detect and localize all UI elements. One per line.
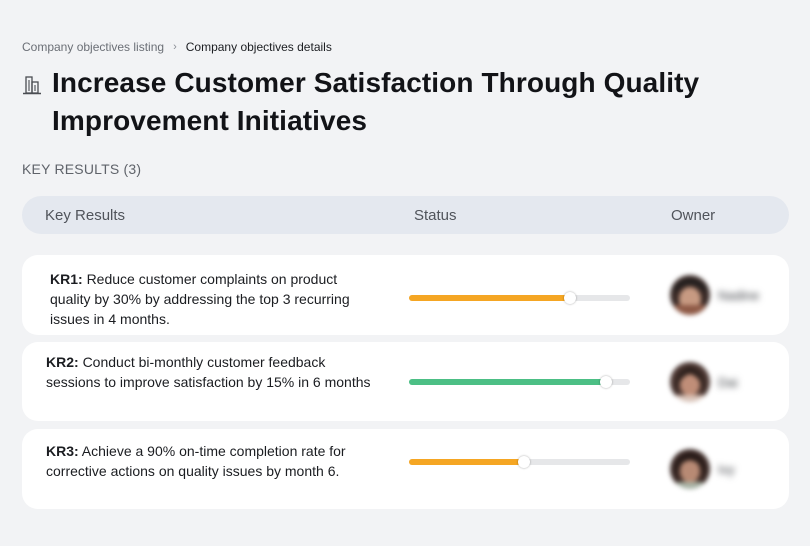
breadcrumb-link-listing[interactable]: Company objectives listing (22, 40, 165, 54)
breadcrumb: Company objectives listing › Company obj… (22, 40, 332, 54)
page-title: Increase Customer Satisfaction Through Q… (52, 67, 700, 136)
progress-bar[interactable] (409, 376, 630, 388)
avatar (670, 449, 710, 489)
title-row: Increase Customer Satisfaction Through Q… (22, 64, 722, 140)
building-icon (23, 76, 41, 95)
column-header-status: Status (414, 207, 457, 224)
breadcrumb-current: Company objectives details (185, 40, 332, 54)
key-result-text: Conduct bi-monthly customer feedback ses… (46, 354, 371, 390)
column-header-key-results: Key Results (45, 207, 126, 224)
progress-handle[interactable] (564, 292, 577, 304)
owner-name: Dai (718, 374, 738, 390)
column-header-owner: Owner (671, 207, 716, 224)
key-result-row[interactable]: KR3: Achieve a 90% on-time completion ra… (22, 429, 789, 509)
owner-cell[interactable]: Ivy (670, 449, 735, 489)
key-result-text: Reduce customer complaints on product qu… (50, 271, 350, 327)
key-results-count-label: KEY RESULTS (3) (22, 161, 142, 177)
key-result-code: KR3: (46, 443, 79, 459)
avatar (670, 362, 710, 402)
owner-name: Nadine (718, 287, 760, 303)
owner-name: Ivy (718, 461, 735, 477)
table-header: Key Results Status Owner (22, 196, 789, 234)
progress-bar[interactable] (409, 456, 630, 468)
key-result-text: Achieve a 90% on-time completion rate fo… (46, 443, 346, 479)
owner-cell[interactable]: Dai (670, 362, 738, 402)
progress-handle[interactable] (599, 376, 612, 388)
progress-fill (409, 379, 606, 385)
key-result-description: KR3: Achieve a 90% on-time completion ra… (46, 441, 372, 481)
progress-fill (409, 295, 571, 301)
progress-handle[interactable] (517, 456, 530, 468)
key-result-row[interactable]: KR2: Conduct bi-monthly customer feedbac… (22, 342, 789, 421)
owner-cell[interactable]: Nadine (670, 275, 759, 315)
chevron-right-icon: › (173, 41, 177, 53)
key-result-row[interactable]: KR1: Reduce customer complaints on produ… (22, 255, 789, 335)
key-result-description: KR2: Conduct bi-monthly customer feedbac… (46, 352, 372, 392)
key-result-code: KR1: (50, 271, 83, 287)
key-result-code: KR2: (46, 354, 79, 370)
key-result-description: KR1: Reduce customer complaints on produ… (50, 269, 370, 329)
progress-bar[interactable] (409, 292, 630, 304)
progress-fill (409, 459, 524, 465)
avatar (670, 275, 710, 315)
